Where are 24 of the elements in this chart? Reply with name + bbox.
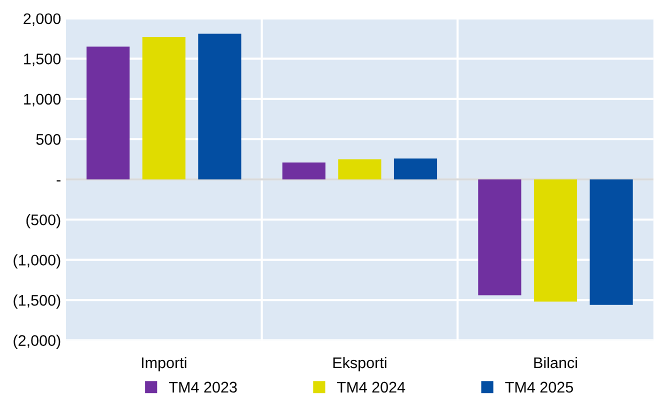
y-tick-label: 500 [36, 134, 61, 145]
y-tick-label: (500) [26, 214, 60, 228]
y-tick-label: 2,000 [24, 13, 61, 26]
x-tick-label: Eksporti [333, 356, 386, 372]
x-tick-label: Importi [142, 356, 186, 372]
y-tick-label: 1,000 [24, 94, 61, 106]
legend-label: TM4 2025 [505, 382, 573, 393]
bar [198, 34, 242, 180]
y-tick-label: (1,000) [14, 254, 60, 269]
bar [86, 46, 130, 180]
y-tick-label: (1,500) [14, 294, 60, 309]
bar [534, 179, 578, 302]
y-tick-label: (2,000) [14, 334, 60, 349]
x-tick-label: Bilanci [534, 356, 577, 368]
legend-label: TM4 2023 [169, 382, 237, 393]
y-tick-label: 1,500 [24, 54, 61, 66]
legend-label: TM4 2024 [337, 382, 406, 393]
bar [590, 179, 633, 305]
bar [394, 158, 438, 180]
y-tick-label: - [56, 180, 60, 182]
bar [282, 162, 326, 180]
bar [338, 159, 382, 180]
bar [142, 36, 186, 180]
bar [478, 179, 522, 296]
